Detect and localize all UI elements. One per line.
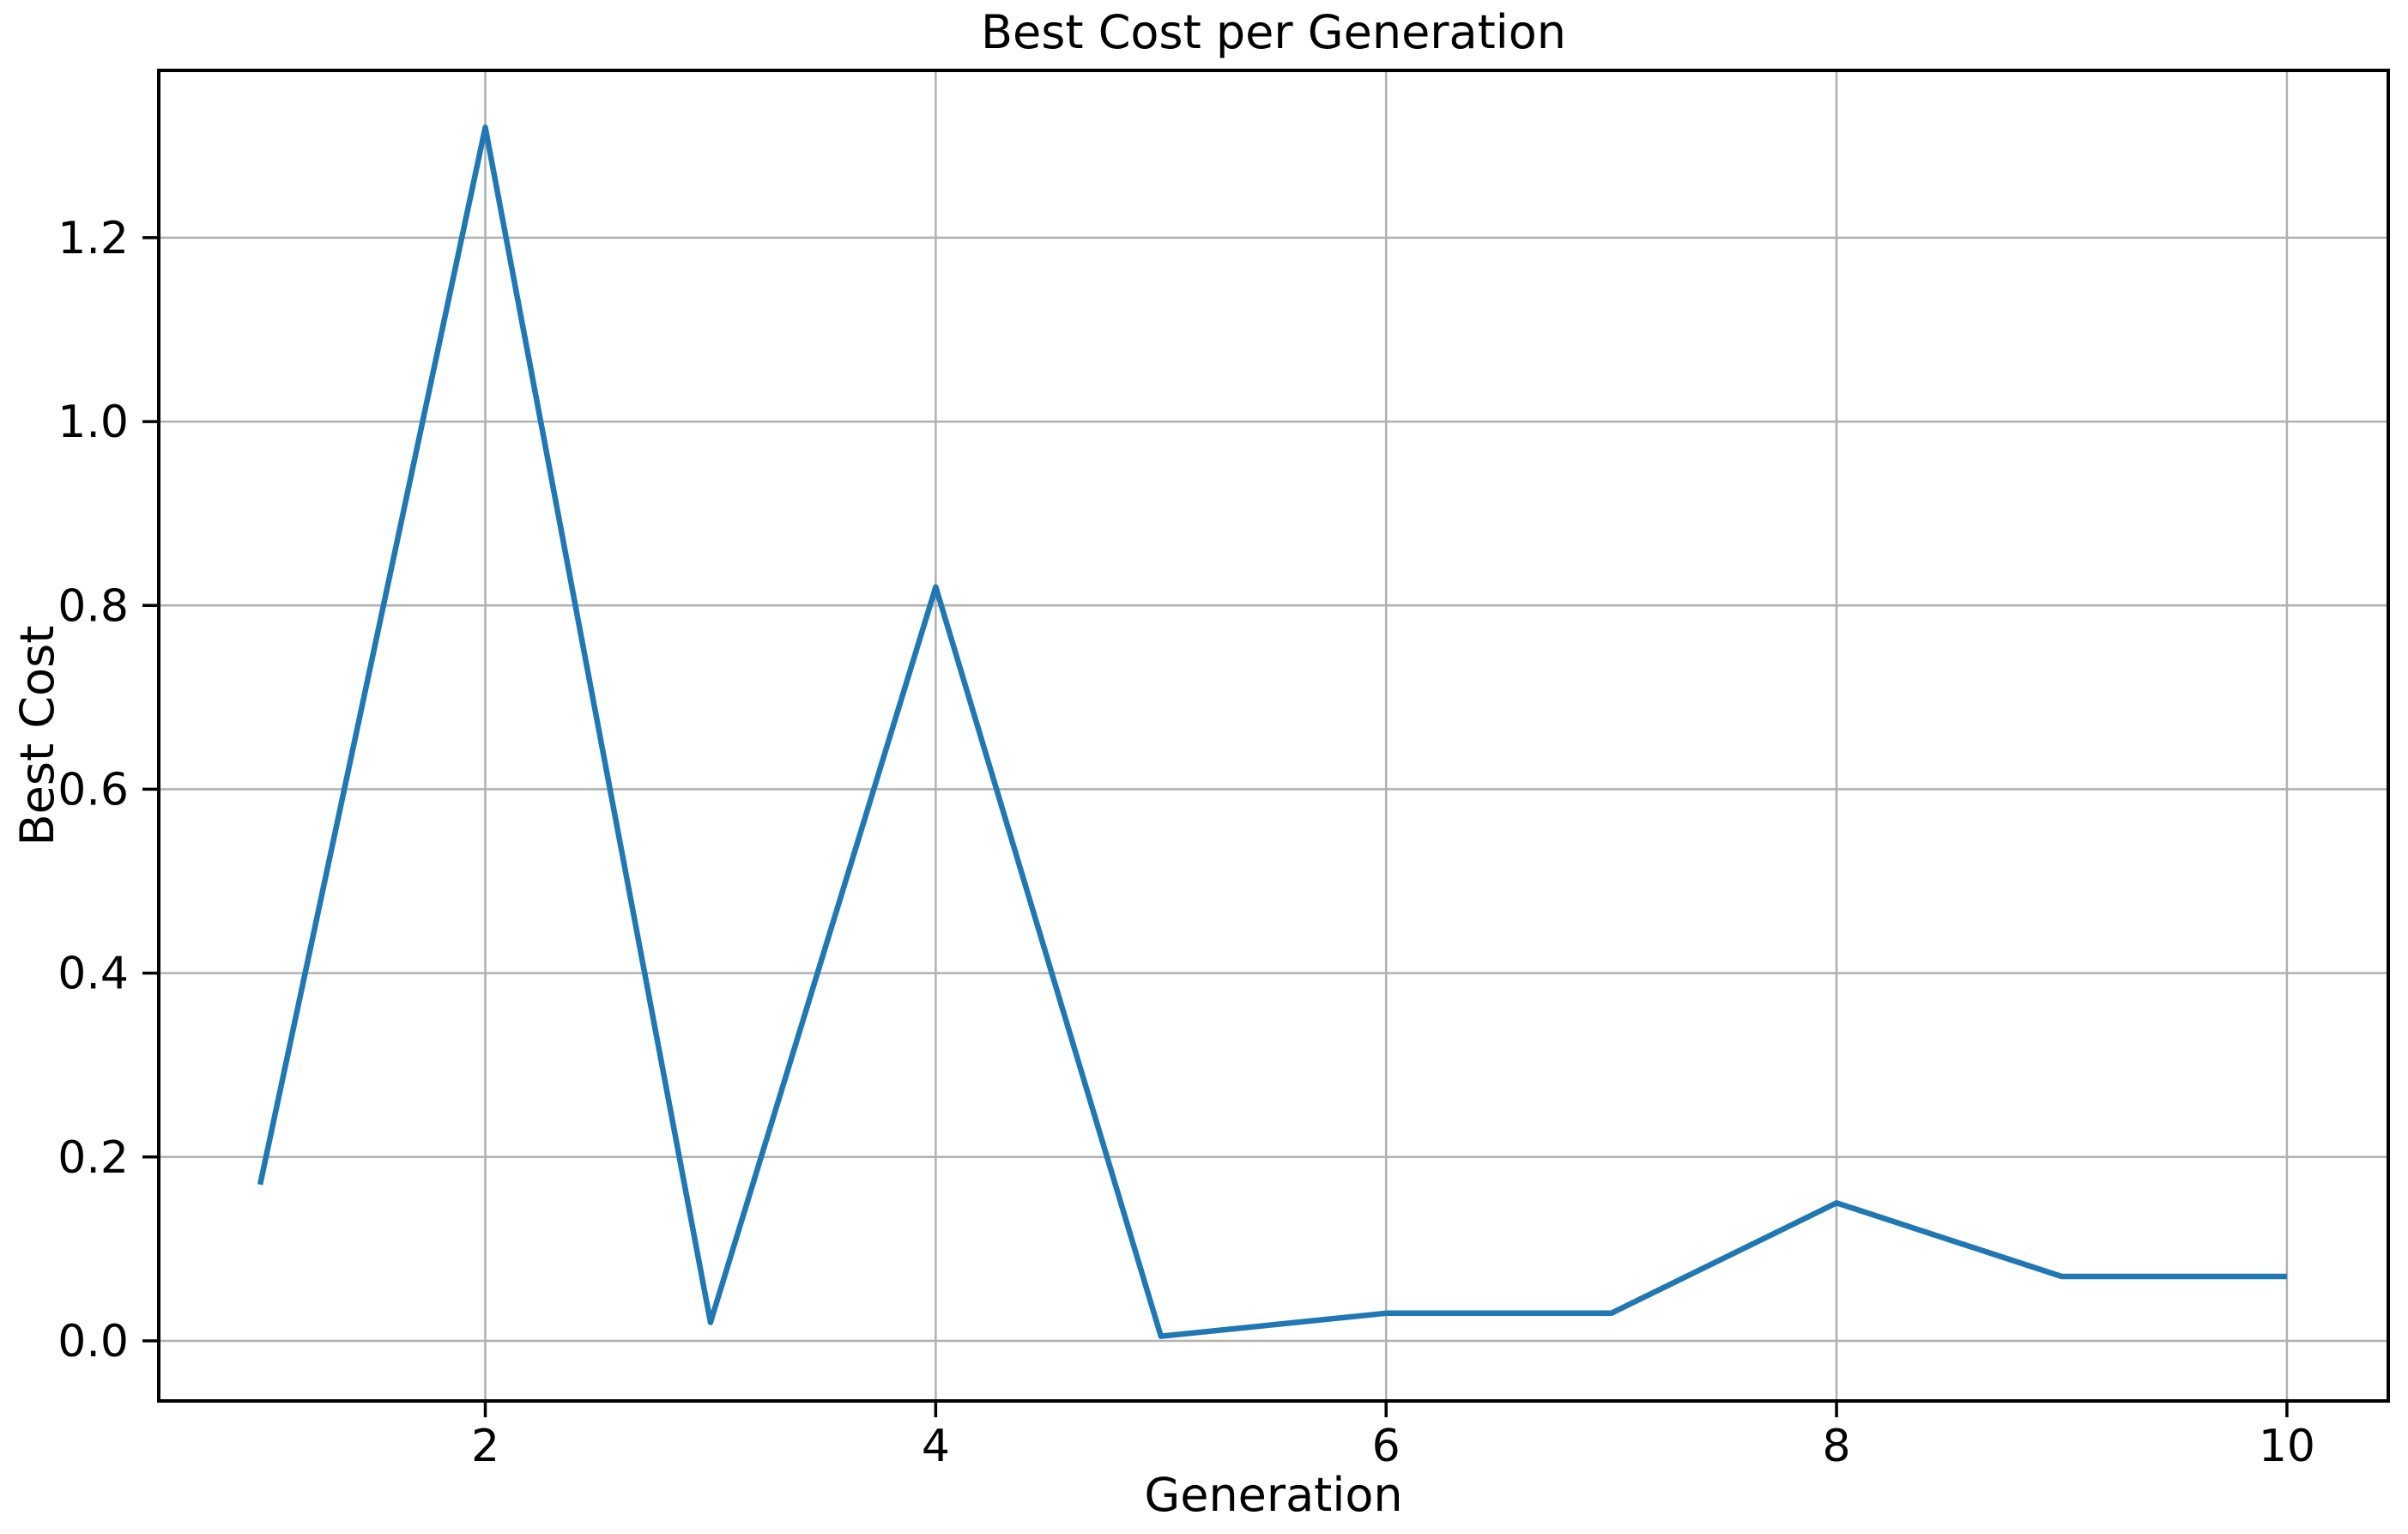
plot-border — [157, 69, 2390, 1403]
best-cost-line — [257, 124, 2287, 1339]
y-tick-label: 0.6 — [57, 764, 129, 816]
gridlines — [159, 70, 2388, 1401]
x-axis-label: Generation — [1144, 1468, 1402, 1522]
y-tick-label: 0.0 — [57, 1316, 129, 1367]
x-tick-label: 10 — [2259, 1421, 2315, 1472]
axis-ticks — [142, 236, 2289, 1417]
chart-title: Best Cost per Generation — [981, 5, 1566, 59]
y-tick-label: 0.8 — [57, 580, 129, 632]
y-tick-label: 1.0 — [57, 397, 129, 448]
y-tick-label: 1.2 — [57, 213, 129, 264]
x-tick-label: 2 — [471, 1421, 499, 1472]
x-tick-label: 4 — [922, 1421, 950, 1472]
x-tick-label: 6 — [1372, 1421, 1401, 1472]
x-tick-label: 8 — [1823, 1421, 1851, 1472]
y-tick-label: 0.2 — [57, 1132, 129, 1184]
y-tick-label: 0.4 — [57, 949, 129, 1000]
data-series — [257, 124, 2287, 1339]
y-axis-label: Best Cost — [10, 626, 64, 846]
tick-labels: 2 4 6 8 10 0.0 0.2 0.4 0.6 0.8 1.0 1.2 — [57, 213, 2315, 1472]
